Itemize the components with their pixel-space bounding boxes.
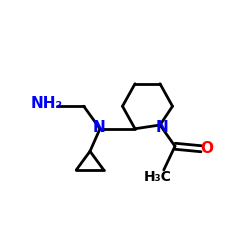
Text: N: N: [156, 120, 168, 136]
Text: N: N: [93, 120, 106, 135]
Text: H₃C: H₃C: [144, 170, 172, 184]
Text: NH₂: NH₂: [31, 96, 63, 111]
Text: O: O: [200, 141, 213, 156]
